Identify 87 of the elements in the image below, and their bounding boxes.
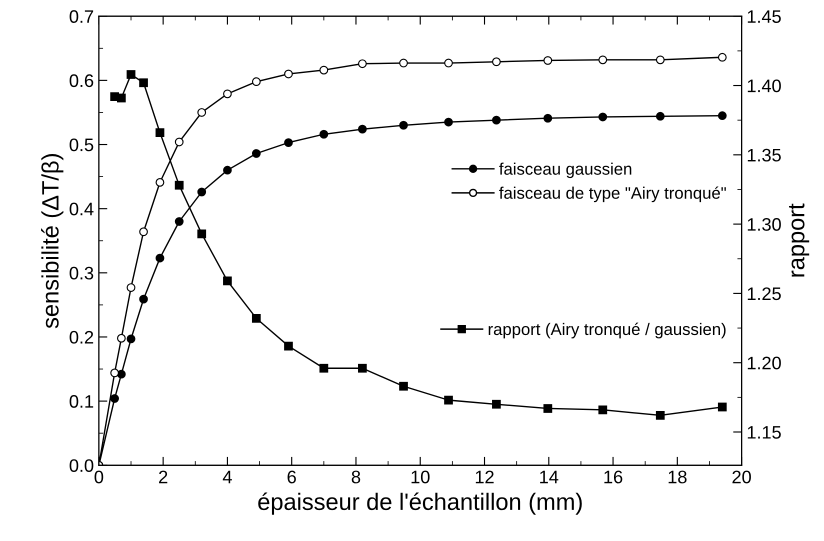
point	[174, 180, 184, 190]
point	[656, 112, 665, 121]
point	[284, 138, 293, 147]
point	[156, 178, 164, 187]
y2-tick-label: 1.30	[748, 218, 781, 231]
point	[319, 130, 328, 139]
point	[718, 402, 727, 412]
point	[718, 52, 727, 62]
point	[543, 114, 552, 123]
point	[492, 57, 501, 66]
point	[543, 56, 552, 65]
point	[358, 364, 367, 373]
point	[174, 217, 184, 226]
point	[117, 94, 126, 102]
point	[126, 283, 136, 292]
y-tick-label: 0.5	[70, 138, 94, 152]
point	[223, 89, 232, 98]
point	[174, 138, 184, 146]
x-tick-label: 10	[412, 470, 430, 484]
point	[223, 276, 232, 286]
point	[358, 124, 367, 134]
point	[358, 59, 367, 68]
point	[284, 342, 293, 350]
point	[319, 66, 328, 74]
x-tick-label: 8	[352, 470, 360, 484]
legend-label: faisceau gaussien	[499, 162, 632, 178]
point	[492, 116, 501, 125]
point	[319, 364, 328, 373]
y2-tick-label: 1.20	[748, 356, 781, 370]
point	[156, 254, 164, 262]
point	[399, 58, 408, 68]
x-tick-label: 2	[159, 470, 168, 484]
point	[543, 404, 552, 413]
y2-tick-label: 1.45	[748, 10, 781, 23]
point	[444, 118, 453, 126]
point	[139, 227, 148, 236]
y-axis-title: sensibilité (ΔT/β)	[41, 154, 64, 328]
point	[117, 334, 126, 343]
point	[197, 229, 206, 238]
x-tick-label: 12	[476, 470, 494, 484]
y2-axis-title: rapport	[789, 204, 810, 277]
y2-tick-label: 1.35	[748, 148, 781, 162]
y-tick-label: 0.4	[70, 202, 94, 216]
point	[126, 334, 136, 344]
point	[110, 394, 119, 403]
point	[444, 396, 453, 404]
point	[156, 128, 164, 138]
y2-tick-label: 1.25	[748, 287, 781, 300]
point	[110, 368, 119, 378]
point	[598, 55, 608, 64]
legend-label: faisceau de type "Airy tronqué"	[499, 186, 726, 202]
x-tick-label: 6	[288, 470, 296, 484]
point	[139, 294, 148, 304]
y-tick-label: 0.1	[70, 395, 94, 408]
y2-tick-label: 1.15	[748, 426, 781, 439]
y-tick-label: 0.3	[70, 266, 94, 280]
x-tick-label: 14	[540, 470, 558, 484]
legend-label: rapport (Airy tronqué / gaussien)	[488, 322, 726, 338]
y-tick-label: 0.2	[70, 330, 94, 344]
point	[444, 58, 453, 68]
x-tick-label: 0	[94, 470, 104, 484]
point	[718, 111, 727, 120]
point	[223, 166, 232, 175]
point	[399, 382, 408, 391]
point	[139, 78, 148, 88]
point	[598, 112, 608, 122]
point	[252, 314, 261, 323]
point	[656, 55, 665, 64]
point	[252, 149, 261, 158]
point	[492, 400, 501, 409]
point	[252, 77, 261, 86]
point	[126, 70, 136, 79]
point	[197, 108, 206, 117]
y-tick-label: 0.0	[70, 459, 94, 472]
point	[598, 405, 608, 414]
point	[284, 70, 293, 78]
x-tick-label: 4	[222, 470, 232, 484]
x-tick-label: 20	[732, 470, 751, 484]
y-tick-label: 0.6	[70, 74, 94, 88]
y2-tick-label: 1.40	[748, 79, 781, 92]
x-axis-title: épaisseur de l'échantillon (mm)	[258, 492, 582, 515]
x-tick-label: 16	[604, 470, 622, 484]
point	[399, 120, 408, 130]
point	[197, 188, 206, 196]
x-tick-label: 18	[668, 470, 687, 484]
point	[656, 410, 665, 420]
y-tick-label: 0.7	[70, 10, 94, 23]
